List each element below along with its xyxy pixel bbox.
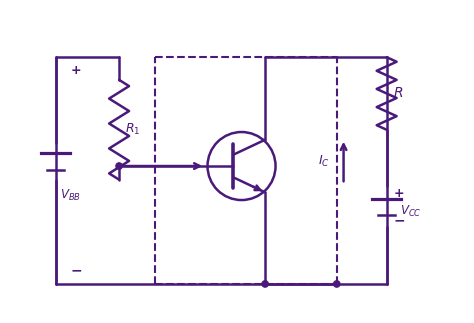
Text: −: −	[393, 214, 405, 227]
Text: $I_C$: $I_C$	[318, 154, 330, 169]
Text: −: −	[70, 263, 82, 277]
Circle shape	[116, 163, 122, 169]
Text: $V_{CC}$: $V_{CC}$	[400, 204, 422, 219]
Circle shape	[334, 281, 340, 287]
Text: R: R	[393, 87, 403, 100]
Text: +: +	[393, 187, 404, 200]
Text: +: +	[71, 64, 82, 77]
Text: $R_1$: $R_1$	[125, 122, 140, 137]
Text: $V_{BB}$: $V_{BB}$	[60, 188, 81, 203]
Circle shape	[262, 281, 268, 287]
